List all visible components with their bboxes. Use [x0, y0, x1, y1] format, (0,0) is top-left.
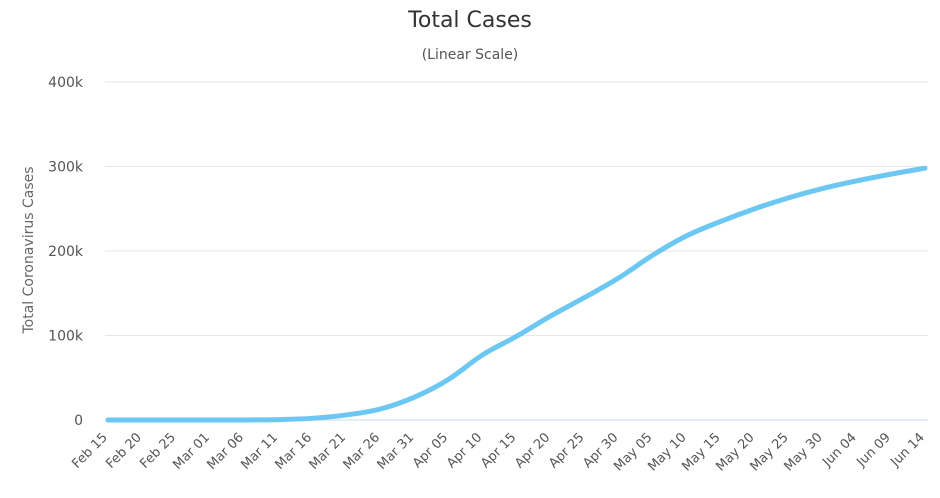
x-tick-label: Jun 14: [888, 430, 928, 470]
x-tick-label: Mar 16: [273, 430, 316, 473]
gridlines: [105, 81, 928, 421]
y-axis-ticks: 0 100k 200k 300k 400k: [48, 75, 84, 429]
y-tick-label: 200k: [48, 244, 84, 260]
y-tick-label: 300k: [48, 160, 84, 176]
x-tick-label: Apr 15: [478, 430, 519, 471]
chart-title: Total Cases: [408, 8, 532, 33]
x-tick-label: Mar 11: [238, 430, 281, 473]
x-tick-label: May 30: [781, 430, 825, 474]
series-line-0: [105, 165, 928, 423]
series-group: [105, 165, 928, 423]
x-tick-label: Feb 20: [103, 430, 145, 472]
x-tick-label: Jun 09: [853, 430, 893, 470]
y-tick-label: 0: [74, 413, 83, 429]
x-tick-label: Mar 21: [307, 430, 350, 473]
x-tick-label: Jun 04: [819, 430, 859, 470]
y-tick-label: 100k: [48, 329, 84, 345]
x-tick-label: Apr 25: [546, 430, 587, 471]
x-tick-label: Mar 26: [341, 430, 384, 473]
y-tick-label: 400k: [48, 75, 84, 91]
x-tick-label: Apr 10: [444, 430, 485, 471]
x-tick-label: Mar 06: [204, 430, 247, 473]
x-tick-label: Mar 01: [170, 430, 213, 473]
x-tick-label: Apr 20: [512, 430, 553, 471]
x-tick-label: Apr 05: [410, 430, 451, 471]
x-tick-label: Feb 15: [69, 430, 111, 472]
y-axis-label: Total Coronavirus Cases: [21, 166, 37, 334]
chart-subtitle: (Linear Scale): [421, 47, 519, 63]
x-tick-label: Mar 31: [375, 430, 418, 473]
